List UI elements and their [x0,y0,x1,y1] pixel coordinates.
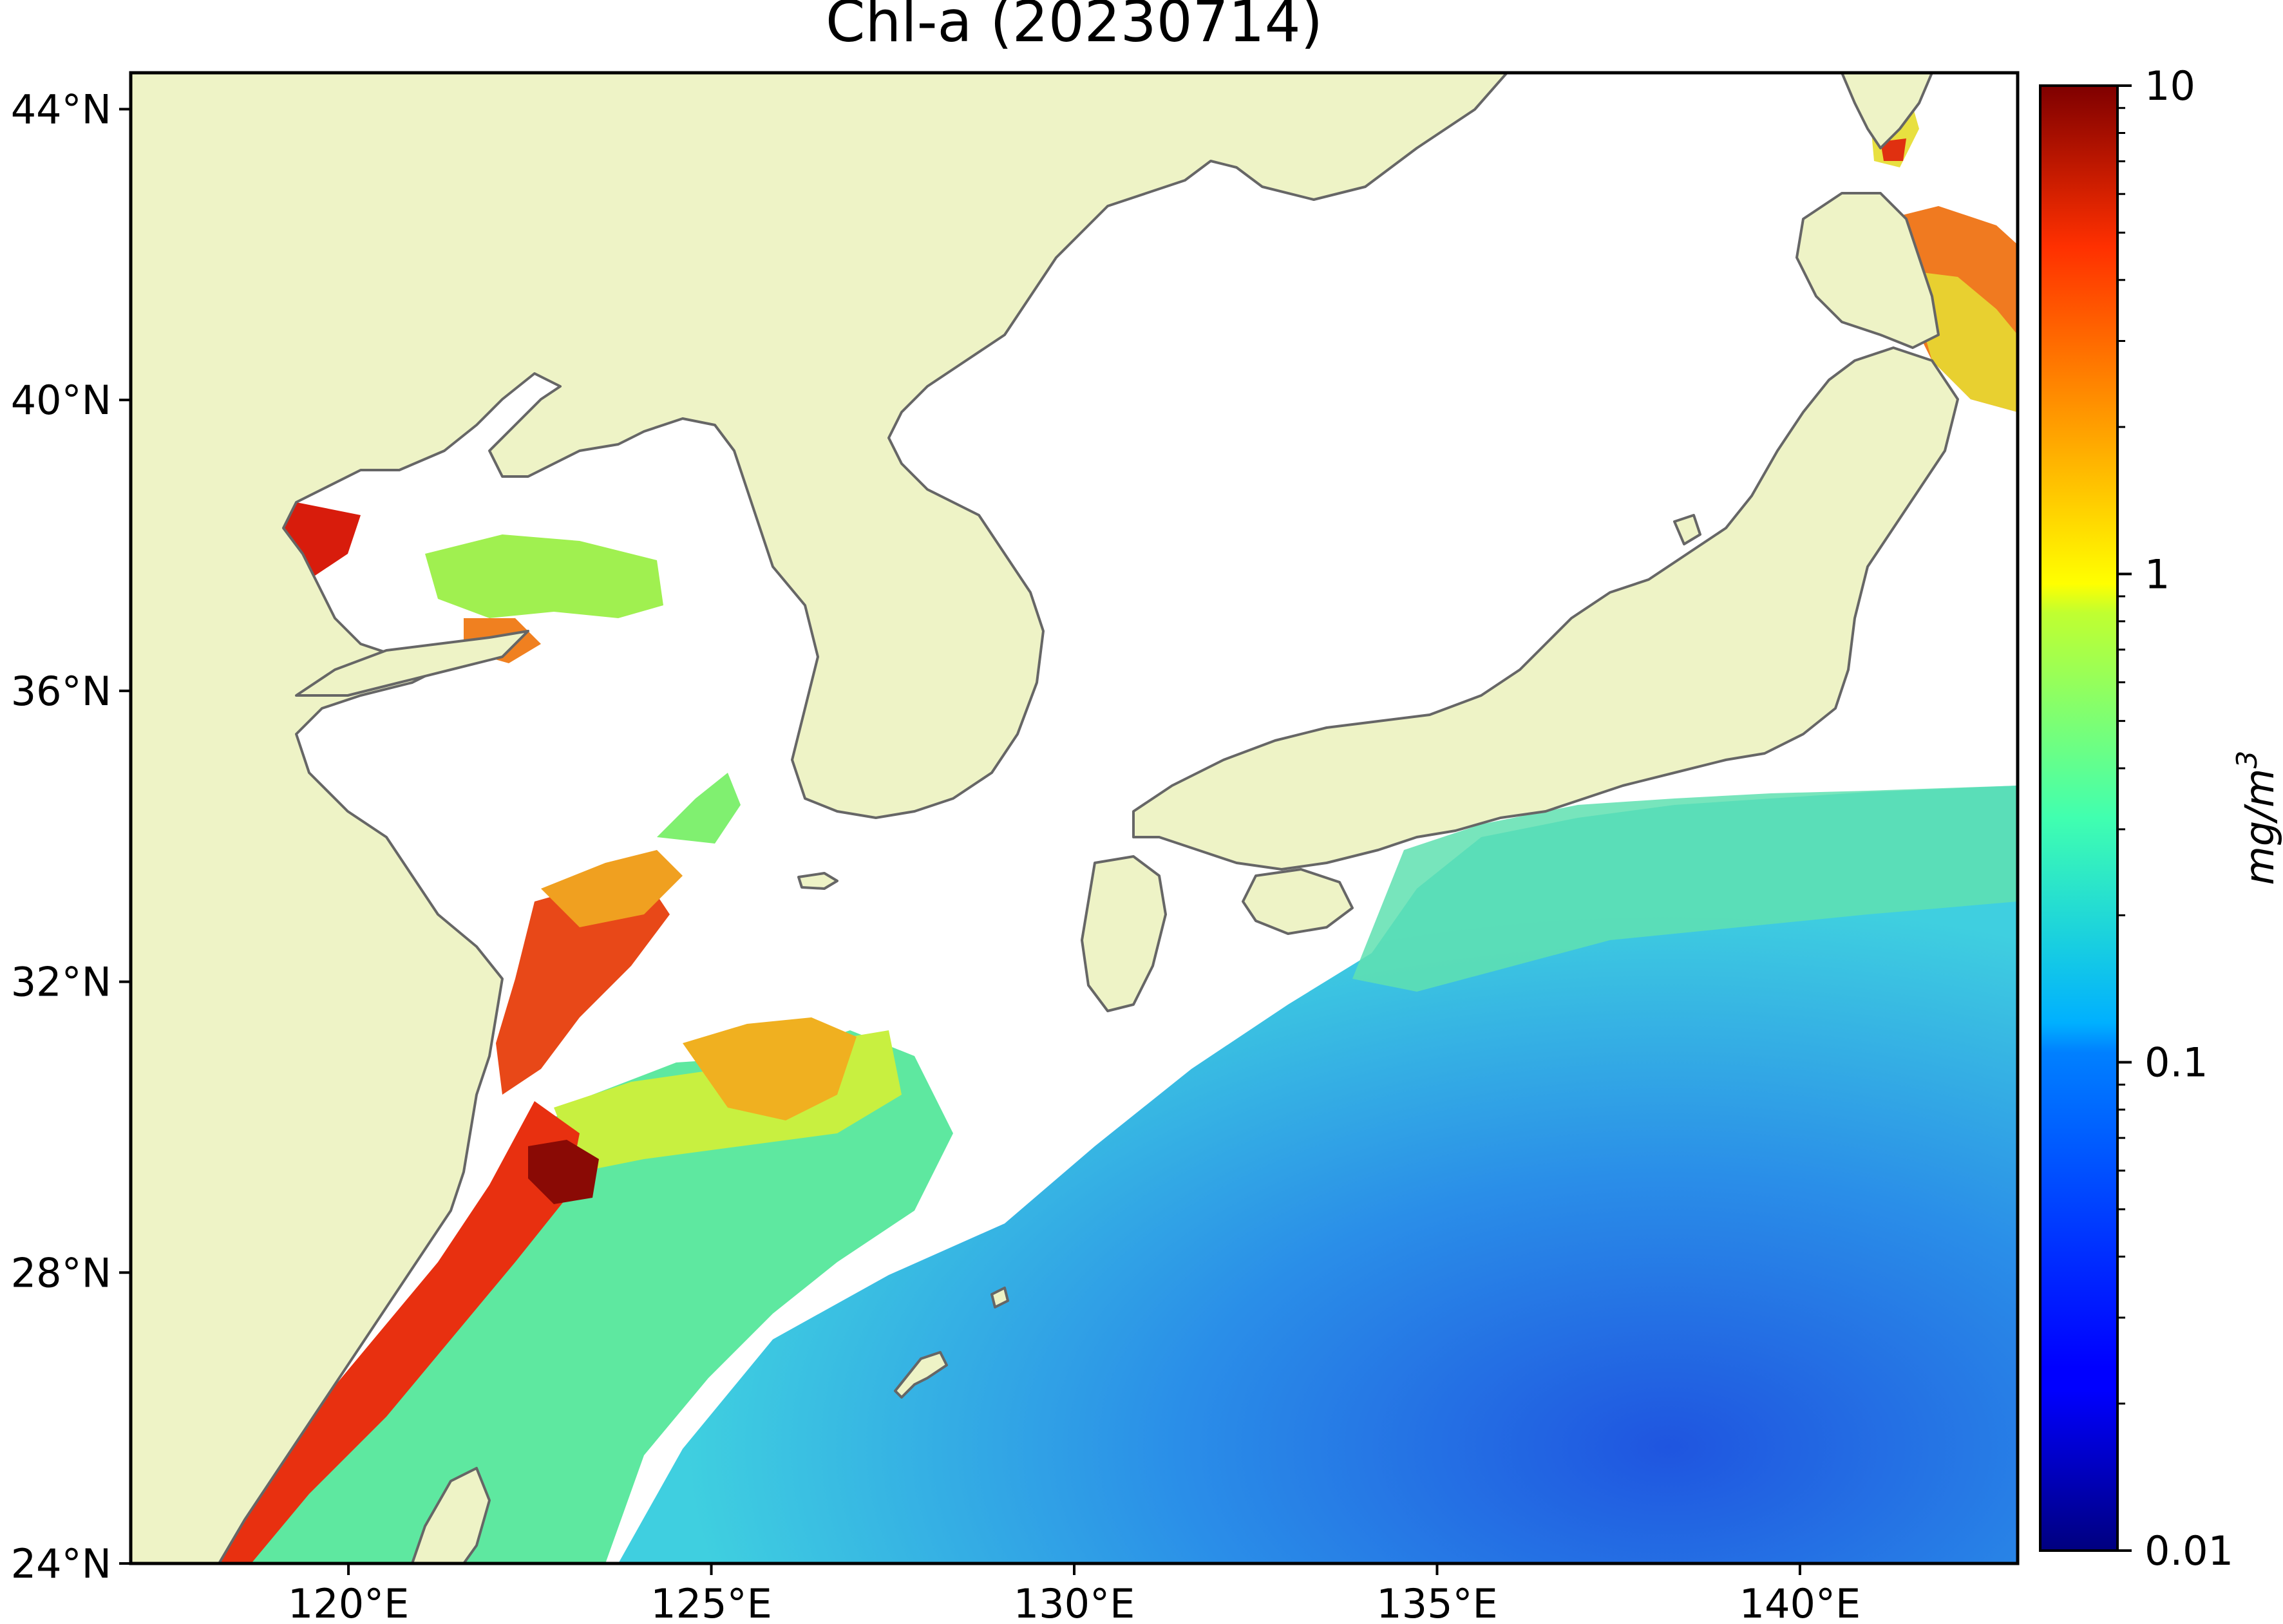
lon-tick-label: 125°E [650,1580,772,1624]
lon-tick-label: 120°E [288,1580,410,1624]
land-asia-mainland [131,73,1508,1563]
lon-tick-label: 135°E [1376,1580,1498,1624]
land-shandong-peninsula [295,630,529,697]
longitude-axis: 120°E 125°E 130°E 135°E 140°E [288,1563,1861,1624]
colorbar: 10 1 0.1 0.01 mg/m3 [2039,62,2283,1574]
lon-tick-label: 140°E [1739,1580,1861,1624]
land-hokkaido [1795,192,1940,349]
colorbar-tick-label: 10 [2145,62,2195,109]
changjiang-plume [496,876,670,1095]
land-shikoku [1242,868,1354,935]
land-okinawa [894,1351,948,1399]
lat-tick-label: 24°N [11,1540,111,1587]
land-sakhalin [1841,73,1933,149]
land [131,73,1959,1563]
chart-title: Chl-a (20230714) [826,0,1323,55]
land-kyushu [1081,855,1167,1012]
ecs-chl-field [245,1030,953,1563]
map-area [131,73,2018,1563]
lon-tick-label: 130°E [1014,1580,1135,1624]
land-amami [990,1287,1009,1308]
colorbar-gradient [2040,86,2117,1551]
colorbar-ticks: 10 1 0.1 0.01 [2117,62,2233,1574]
land-taiwan [411,1467,491,1563]
lat-tick-label: 28°N [11,1249,111,1296]
colorbar-tick-label: 0.01 [2145,1527,2233,1574]
colorbar-unit-base: mg/m [2236,768,2283,885]
land-sado [1673,514,1701,545]
colorbar-tick-label: 1 [2145,551,2170,598]
changjiang-plume-orange [541,850,683,927]
yellow-sea-green [425,534,663,618]
land-honshu [1132,346,1959,871]
land-jeju [797,872,838,890]
colorbar-unit-label: mg/m3 [2231,750,2283,885]
ocean-chl-field-coastal [1352,786,2018,992]
lat-tick-label: 44°N [11,86,111,133]
colorbar-tick-label: 0.1 [2145,1039,2208,1086]
lat-tick-label: 36°N [11,668,111,715]
hangzhou-bay-dark-red [528,1140,599,1204]
lat-tick-label: 32°N [11,959,111,1006]
ecs-orange-patch [683,1017,857,1120]
latitude-axis: 44°N 40°N 36°N 32°N 28°N 24°N [11,86,131,1587]
colorbar-unit-exponent: 3 [2231,750,2264,768]
jiangsu-green [657,773,741,844]
sakhalin-red [1880,138,1906,161]
lat-tick-label: 40°N [11,377,111,424]
colorbar-frame [2039,84,2119,1552]
ocean-chl-field-open [618,786,2018,1563]
